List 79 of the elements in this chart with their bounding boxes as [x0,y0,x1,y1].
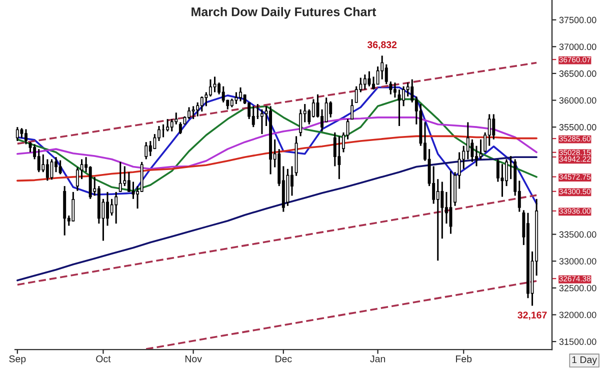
y-tick-label: 31500.00 [559,338,596,345]
y-tick-label: 36500.00 [559,70,596,77]
candlestick [324,96,328,124]
y-tick-label: 37000.00 [559,44,596,50]
candlestick [436,178,440,262]
candlestick [252,105,255,128]
candlestick [16,126,19,142]
candlestick [200,96,204,112]
candlestick [58,160,62,176]
candlestick [170,118,174,132]
candlestick [118,161,122,193]
candlestick [479,138,482,160]
candlestick [496,158,500,183]
candlestick [174,112,178,126]
x-tick-label: Sep [9,355,26,364]
x-tick-label: Dec [276,356,292,362]
candlestick [114,191,118,224]
candlestick [76,166,79,192]
y-tick-label: 33500.00 [559,231,596,238]
candlestick [444,191,448,224]
x-tick-label: Jan [370,356,386,362]
candlestick [299,108,302,137]
annotation: 36,832 [367,41,397,50]
candlestick [20,127,24,139]
candlestick [148,140,152,157]
candlestick [389,80,392,96]
line-series [16,116,538,170]
y-tick-label: 35500.00 [559,124,596,130]
candlestick [363,74,366,90]
candlestick [354,86,358,104]
candlestick [333,132,336,167]
y-tick-label: 32500.00 [559,284,596,292]
candlestick [338,135,341,180]
candlestick [260,108,264,135]
candlestick [466,121,470,160]
candlestick [492,113,496,140]
y-tick-label: 37500.00 [559,16,596,24]
candlestick [500,163,504,198]
candlestick [440,181,444,240]
candlestick [28,141,32,154]
candlestick [50,158,54,180]
y-tick-label: 32000.00 [559,312,596,318]
x-tick-label: Oct [96,355,111,362]
x-tick-label: Nov [185,356,202,362]
candlestick [376,66,380,85]
candlestick [153,133,156,150]
candlestick [72,191,75,222]
candlestick [127,171,130,193]
candlestick [329,100,332,118]
y-tick-label: 33000.00 [559,258,596,264]
candlestick [384,64,388,85]
candlestick [470,138,474,163]
line-series [16,86,538,205]
candlestick [24,128,28,145]
candlestick [222,86,225,104]
x-tick-label: Feb [456,355,472,362]
candlestick [234,91,238,105]
line-series [16,156,538,282]
candlestick [37,148,40,173]
candlestick [213,76,216,93]
y-tick-label: 36000.00 [559,97,596,104]
candlestick [402,86,406,107]
candlestick [178,121,182,135]
candlestick [393,82,396,98]
candlestick [350,98,354,120]
text: March Dow Daily Futures Chart [192,7,376,19]
candlestick [380,54,384,80]
candlestick [144,141,148,160]
candlestick [192,105,195,120]
annotation: 32,167 [518,312,547,320]
candlestick [368,70,371,88]
text: 1 Day [572,356,597,366]
candlestick [46,158,49,182]
line-series [16,135,538,182]
candlestick [406,82,410,98]
candlestick [110,198,114,216]
candlestick [132,181,135,200]
candlestick [166,118,170,132]
candlestick [312,98,315,118]
